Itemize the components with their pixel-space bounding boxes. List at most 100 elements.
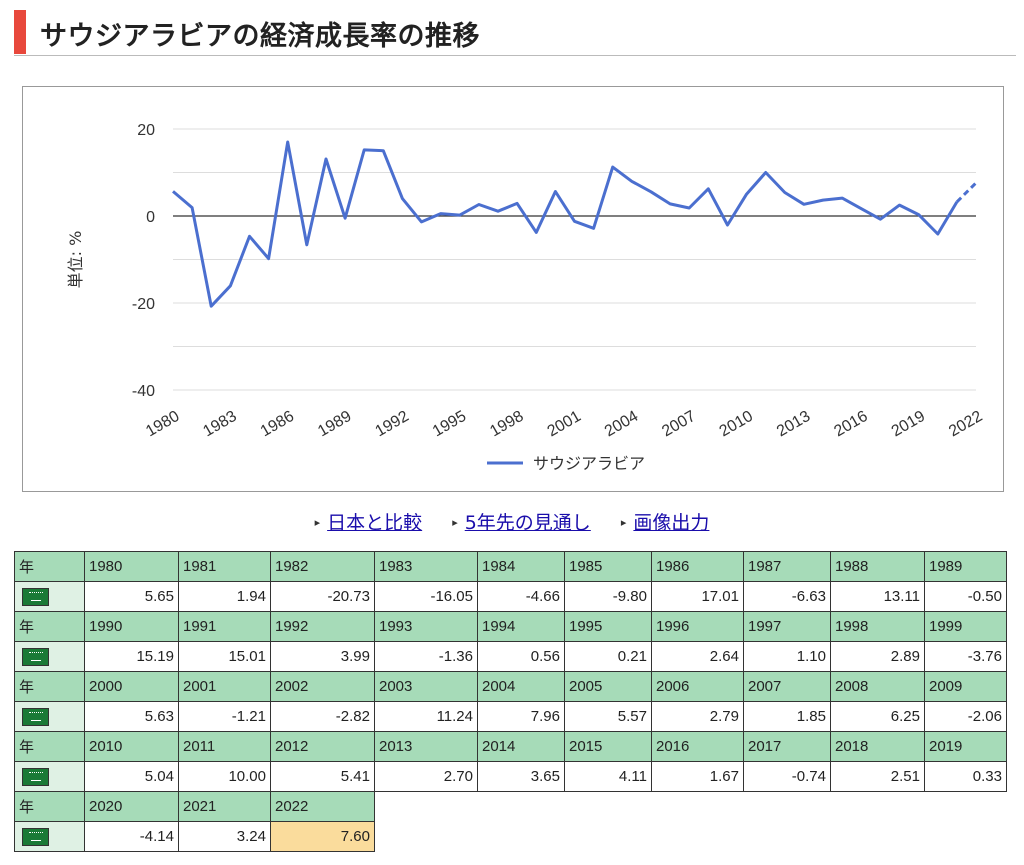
year-cell: 2001 — [178, 671, 271, 702]
x-tick-label: 2022 — [946, 408, 985, 441]
flag-cell — [14, 821, 85, 852]
year-cell: 2000 — [84, 671, 179, 702]
data-point — [859, 206, 864, 211]
year-cell: 2002 — [270, 671, 375, 702]
arrow-right-icon: ▸ — [452, 516, 458, 529]
value-cell: 7.60 — [270, 821, 375, 852]
data-point — [266, 256, 271, 261]
compare-japan-item: ▸ 日本と比較 — [315, 508, 423, 535]
saudi-arabia-flag-icon — [22, 767, 49, 786]
data-point — [782, 190, 787, 195]
data-point — [687, 205, 692, 210]
value-cell: 3.99 — [270, 641, 375, 672]
page-title: サウジアラビアの経済成長率の推移 — [40, 21, 480, 52]
year-cell: 1996 — [651, 611, 744, 642]
value-cell: 2.64 — [651, 641, 744, 672]
table-year-row: 年 2020 2021 2022 — [14, 791, 1007, 822]
data-point — [840, 196, 845, 201]
data-point — [648, 189, 653, 194]
page-header: サウジアラビアの経済成長率の推移 — [14, 8, 1016, 56]
value-cell: -0.50 — [924, 581, 1007, 612]
x-tick-label: 1986 — [258, 408, 297, 441]
year-cell: 1986 — [651, 551, 744, 582]
value-cell: 15.01 — [178, 641, 271, 672]
data-point — [821, 198, 826, 203]
data-point — [763, 170, 768, 175]
empty-cell — [831, 822, 925, 852]
saudi-arabia-flag-icon — [22, 707, 49, 726]
title-accent-bar — [14, 10, 26, 54]
data-point — [285, 140, 290, 145]
data-point — [228, 283, 233, 288]
year-cell: 2021 — [178, 791, 271, 822]
data-point — [209, 304, 214, 309]
year-cell: 2015 — [564, 731, 652, 762]
value-cell: -1.21 — [178, 701, 271, 732]
y-tick-label: -40 — [132, 383, 155, 400]
value-cell: 10.00 — [178, 761, 271, 792]
data-point — [438, 211, 443, 216]
year-cell: 1995 — [564, 611, 652, 642]
value-cell: 0.56 — [477, 641, 565, 672]
year-label-cell: 年 — [14, 611, 85, 642]
data-point — [323, 156, 328, 161]
arrow-right-icon: ▸ — [314, 516, 321, 529]
year-cell: 1999 — [924, 611, 1007, 642]
year-cell: 1981 — [178, 551, 271, 582]
saudi-arabia-flag-icon — [22, 827, 49, 846]
data-point — [897, 203, 902, 208]
value-cell: 1.85 — [743, 701, 831, 732]
flag-cell — [14, 641, 85, 672]
value-cell: -9.80 — [564, 581, 652, 612]
year-label-cell: 年 — [14, 551, 85, 582]
value-cell: -4.14 — [84, 821, 179, 852]
data-point — [381, 148, 386, 153]
data-point — [706, 186, 711, 191]
value-cell: 6.25 — [830, 701, 925, 732]
saudi-arabia-flag-icon — [22, 647, 49, 666]
value-cell: 11.24 — [374, 701, 478, 732]
y-tick-label: -20 — [132, 296, 155, 313]
value-cell: -1.36 — [374, 641, 478, 672]
data-point — [668, 201, 673, 206]
compare-japan-link[interactable]: 日本と比較 — [327, 512, 423, 534]
x-tick-label: 1998 — [487, 408, 526, 441]
year-cell: 2019 — [924, 731, 1007, 762]
x-tick-label: 2013 — [774, 408, 813, 441]
empty-cell — [478, 792, 565, 822]
outlook-item: ▸ 5年先の見通し — [452, 508, 591, 535]
year-cell: 2018 — [830, 731, 925, 762]
table-value-row: 5.63 -1.21 -2.82 11.24 7.96 5.57 2.79 1.85 6.25-… — [14, 701, 1007, 732]
year-cell: 2008 — [830, 671, 925, 702]
year-cell: 1987 — [743, 551, 831, 582]
data-point — [935, 232, 940, 237]
data-point — [610, 165, 615, 170]
value-cell: 2.89 — [830, 641, 925, 672]
value-cell: 5.65 — [84, 581, 179, 612]
year-cell: 1991 — [178, 611, 271, 642]
image-export-link[interactable]: 画像出力 — [633, 512, 710, 534]
value-cell: 7.96 — [477, 701, 565, 732]
empty-cell — [375, 822, 478, 852]
year-cell: 1992 — [270, 611, 375, 642]
data-point — [515, 201, 520, 206]
flag-cell — [14, 701, 85, 732]
table-value-row: 5.65 1.94 -20.73 -16.05 -4.66 -9.80 17.01 -6.63… — [14, 581, 1007, 612]
data-point — [190, 205, 195, 210]
value-cell: 4.11 — [564, 761, 652, 792]
empty-cell — [925, 792, 1007, 822]
five-year-outlook-link[interactable]: 5年先の見通し — [464, 512, 591, 534]
data-point — [457, 213, 462, 218]
value-cell: 17.01 — [651, 581, 744, 612]
year-cell: 2013 — [374, 731, 478, 762]
value-cell: 15.19 — [84, 641, 179, 672]
table-value-row: -4.14 3.24 7.60 — [14, 821, 1007, 852]
year-cell: 1983 — [374, 551, 478, 582]
year-cell: 2005 — [564, 671, 652, 702]
data-point — [419, 219, 424, 224]
value-cell: 2.70 — [374, 761, 478, 792]
x-tick-label: 1995 — [430, 408, 469, 441]
data-point — [553, 189, 558, 194]
year-label-cell: 年 — [14, 791, 85, 822]
year-cell: 1990 — [84, 611, 179, 642]
